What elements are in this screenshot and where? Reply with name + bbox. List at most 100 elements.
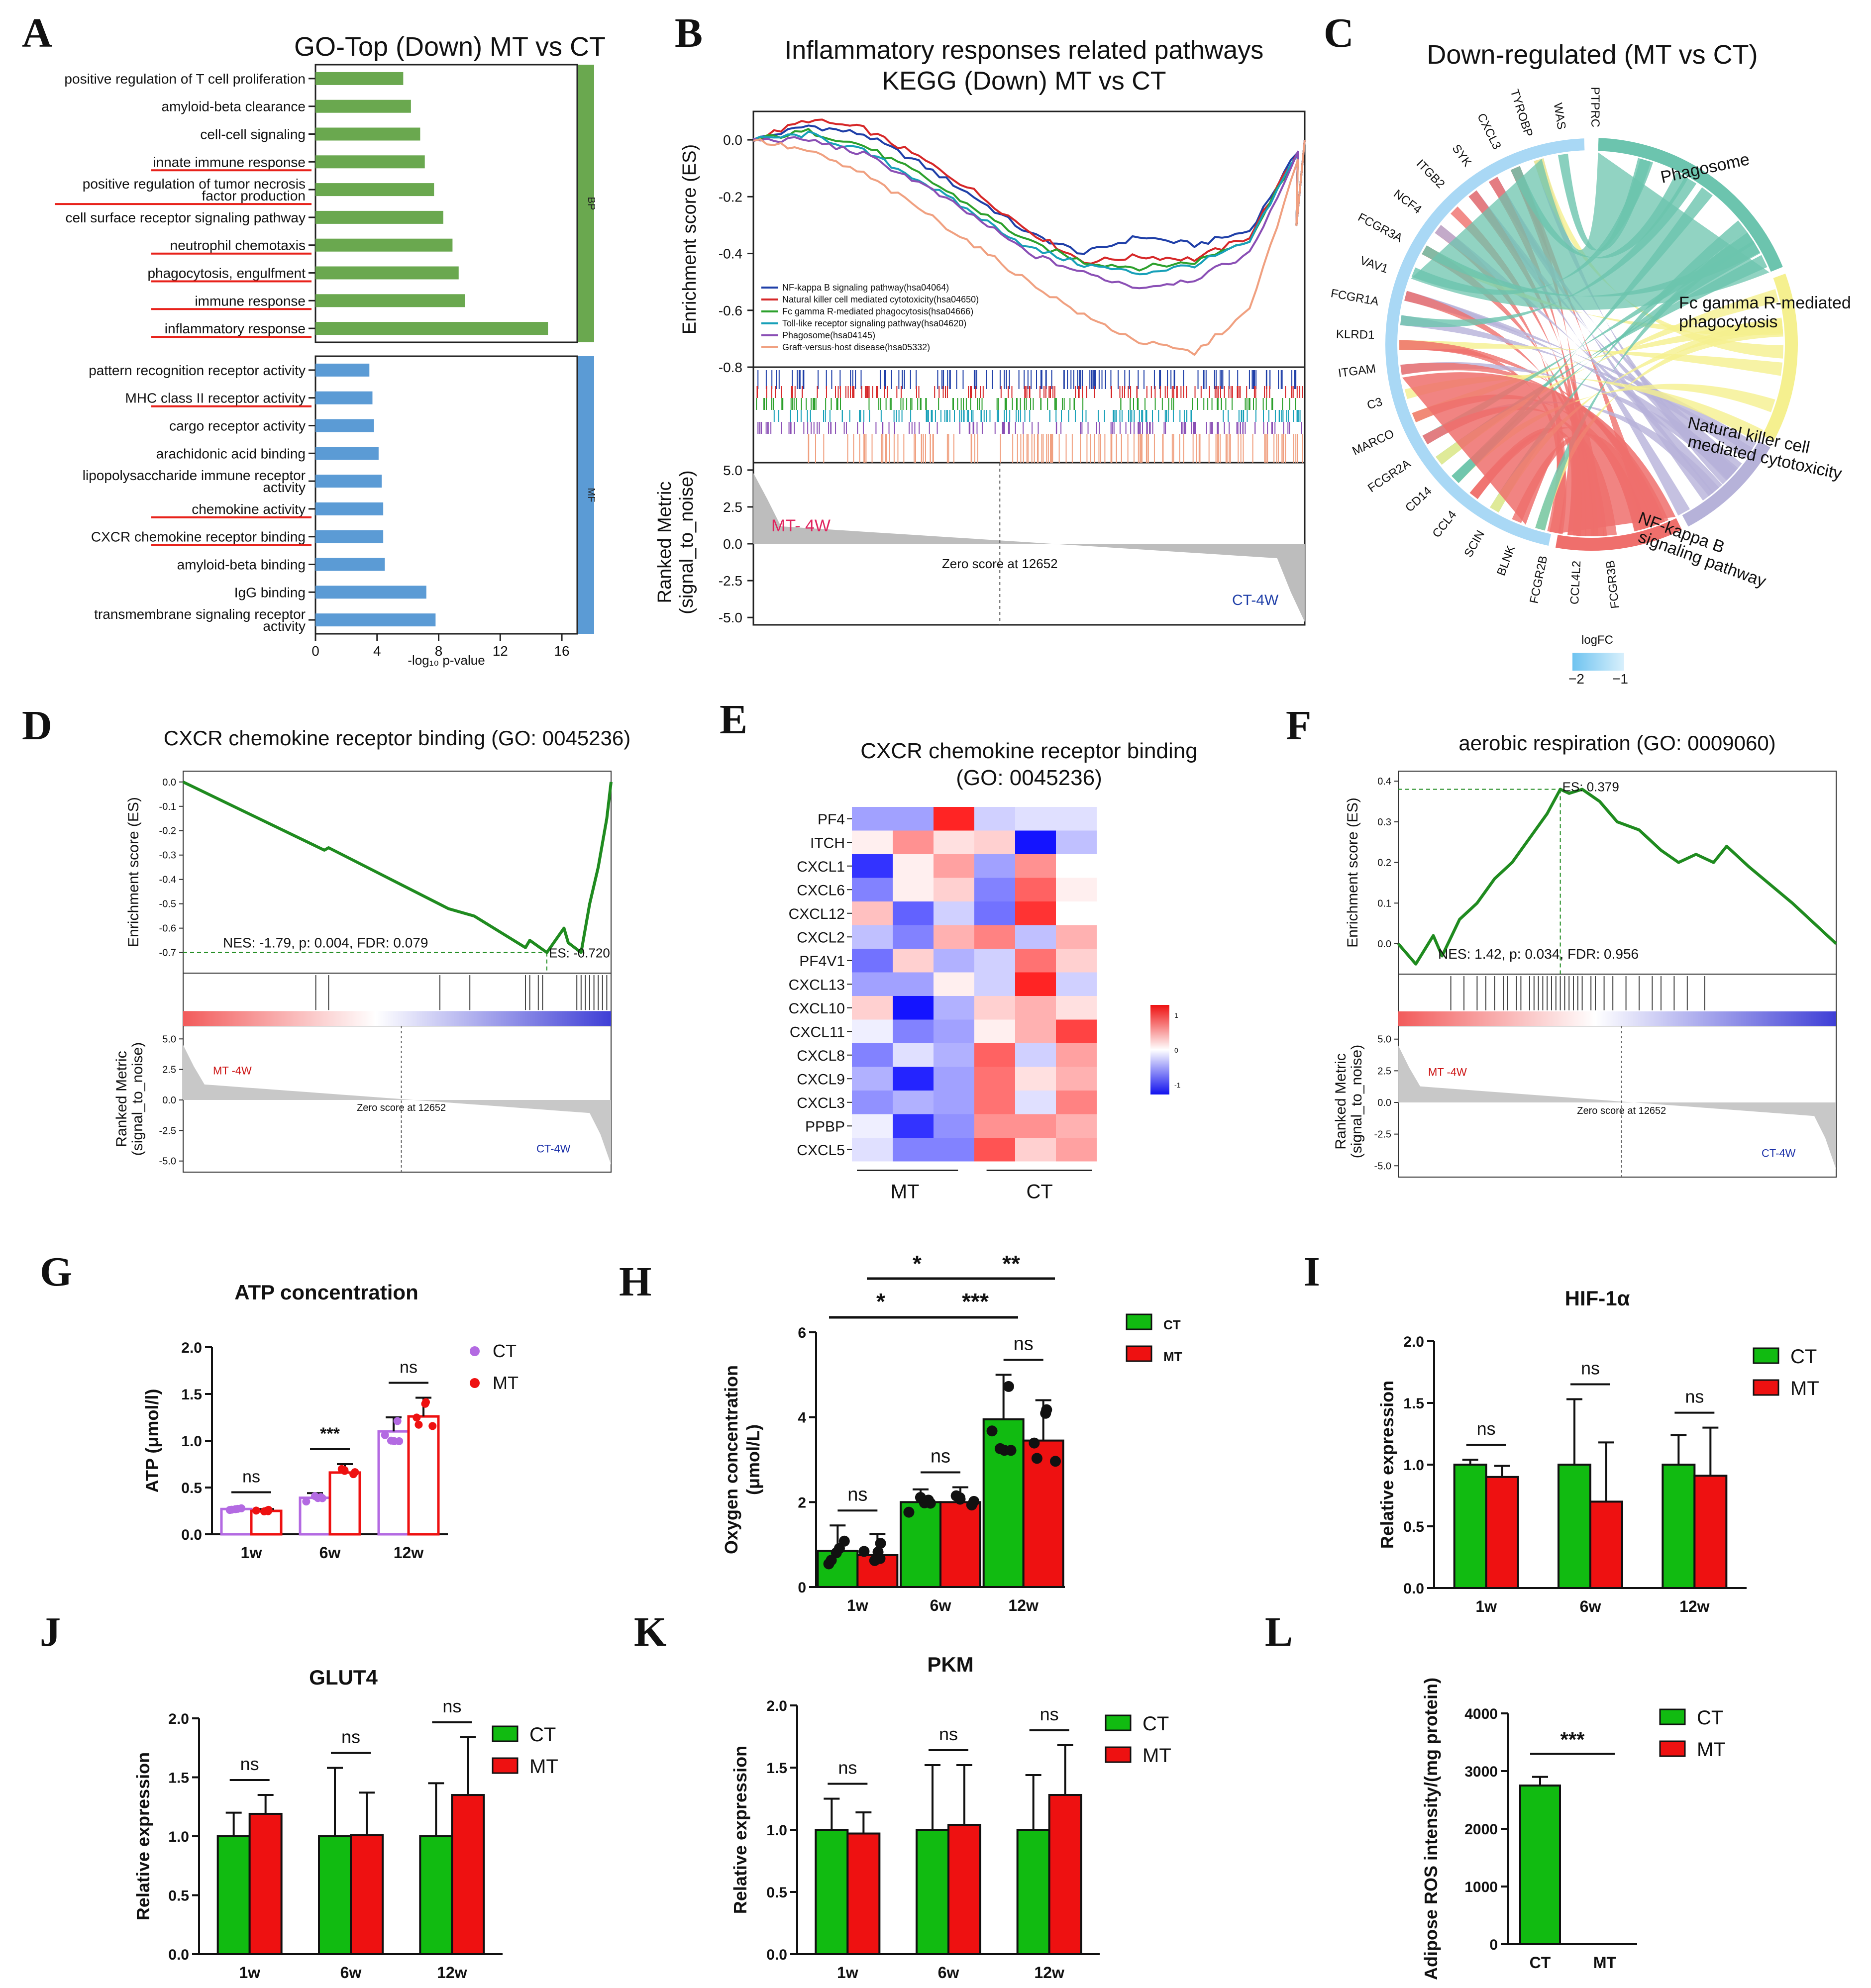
bar bbox=[1589, 1500, 1623, 1589]
heatmap-cell bbox=[1056, 807, 1097, 831]
heatmap-cell bbox=[893, 807, 934, 831]
bar bbox=[315, 558, 385, 571]
sig-label: *** bbox=[962, 1289, 989, 1314]
heatmap-cell bbox=[974, 1114, 1015, 1138]
heatmap-cell bbox=[1015, 1138, 1056, 1162]
chart-title: GO-Top (Down) MT vs CT bbox=[294, 32, 606, 62]
legend-label: Natural killer cell mediated cytotoxicit… bbox=[782, 295, 979, 304]
bar bbox=[315, 127, 420, 141]
category-label: amyloid-beta clearance bbox=[162, 99, 306, 114]
chart-title: HIF-1α bbox=[1565, 1287, 1630, 1310]
heatmap-cell bbox=[974, 807, 1015, 831]
data-point bbox=[1049, 1456, 1061, 1467]
heatmap-cell bbox=[852, 1138, 893, 1162]
data-point bbox=[428, 1422, 437, 1430]
sig-label: ns bbox=[1040, 1704, 1059, 1724]
x-tick-label: 16 bbox=[554, 643, 569, 659]
bar bbox=[939, 1501, 981, 1588]
data-point bbox=[311, 1492, 319, 1500]
bar bbox=[315, 613, 436, 627]
color-scale bbox=[1150, 1005, 1169, 1094]
category-label: innate immune response bbox=[153, 154, 306, 170]
data-point bbox=[954, 1493, 966, 1505]
sig-label: ns bbox=[1477, 1418, 1496, 1439]
x-tick-label: 1w bbox=[1475, 1597, 1497, 1615]
chord bbox=[1535, 323, 1783, 531]
category-label: amyloid-beta binding bbox=[177, 557, 306, 573]
legend-title: logFC bbox=[1581, 633, 1613, 647]
bar bbox=[377, 1430, 410, 1536]
category-label: factor production bbox=[202, 188, 306, 203]
panel-letter-f: F bbox=[1286, 702, 1312, 749]
bar bbox=[328, 1471, 361, 1536]
data-point bbox=[381, 1431, 389, 1439]
heatmap-cell bbox=[1056, 1043, 1097, 1067]
x-tick-label: 1w bbox=[837, 1964, 858, 1982]
chart-subtitle: KEGG (Down) MT vs CT bbox=[882, 67, 1166, 96]
chart-title: aerobic respiration (GO: 0009060) bbox=[1458, 731, 1775, 755]
y-tick-label: 1.0 bbox=[181, 1433, 202, 1450]
sig-label: ns bbox=[931, 1446, 950, 1467]
y-tick-label: -0.8 bbox=[719, 360, 742, 375]
x-tick-label: 0 bbox=[312, 643, 319, 659]
legend-label: Graft-versus-host disease(hsa05332) bbox=[782, 342, 930, 352]
chart-title: GLUT4 bbox=[309, 1666, 378, 1689]
y-tick-label: 5.0 bbox=[1377, 1034, 1391, 1045]
panel-letter-b: B bbox=[675, 10, 703, 56]
y-tick-label: 0.0 bbox=[1377, 1097, 1391, 1108]
y-axis-label-2: (signal_to_noise) bbox=[676, 470, 697, 614]
panel-letter-k: K bbox=[634, 1609, 667, 1655]
heatmap-cell bbox=[1015, 1091, 1056, 1114]
category-label: cell surface receptor signaling pathway bbox=[66, 210, 306, 225]
legend-label: MT bbox=[1697, 1739, 1726, 1761]
gene-label: PTPRC bbox=[1588, 87, 1602, 127]
legend-bar bbox=[1572, 653, 1624, 671]
y-tick-label: -2.5 bbox=[1374, 1129, 1391, 1140]
legend-label: CT bbox=[1790, 1346, 1817, 1368]
sig-label: *** bbox=[320, 1424, 340, 1443]
bar bbox=[1662, 1464, 1696, 1589]
y-tick-label: -0.1 bbox=[159, 801, 176, 812]
heatmap-cell bbox=[934, 854, 974, 878]
heatmap-cell bbox=[852, 878, 893, 901]
y-tick-label: 2000 bbox=[1464, 1821, 1498, 1838]
heatmap-cell bbox=[893, 1067, 934, 1091]
heatmap-cell bbox=[974, 1067, 1015, 1091]
heatmap-cell bbox=[934, 972, 974, 996]
y-tick-label: 2.0 bbox=[1403, 1334, 1424, 1350]
y-axis-label-2: Ranked Metric bbox=[113, 1051, 130, 1147]
panel-letter-a: A bbox=[22, 10, 52, 56]
heatmap-cell bbox=[893, 925, 934, 949]
heatmap-cell bbox=[934, 1043, 974, 1067]
row-label: CXCL10 bbox=[789, 1000, 845, 1017]
heatmap-cell bbox=[852, 1114, 893, 1138]
pathway-arc bbox=[1598, 138, 1783, 272]
y-tick-label: -0.2 bbox=[159, 826, 176, 837]
heatmap-cell bbox=[1056, 925, 1097, 949]
gene-label: SCIN bbox=[1461, 528, 1487, 559]
zero-label: Zero score at 12652 bbox=[942, 556, 1058, 571]
heatmap-cell bbox=[852, 996, 893, 1020]
row-label: CXCL9 bbox=[797, 1071, 845, 1088]
heatmap-cell bbox=[1015, 972, 1056, 996]
legend-swatch bbox=[1105, 1714, 1132, 1731]
plot-frame bbox=[752, 110, 1306, 626]
bar bbox=[916, 1829, 949, 1955]
scale-tick-label: 1 bbox=[1174, 1011, 1178, 1019]
gene-arc bbox=[1385, 138, 1585, 546]
pathway-arc bbox=[1682, 441, 1770, 527]
y-tick-label: -5.0 bbox=[159, 1156, 176, 1167]
panel-letter-l: L bbox=[1265, 1609, 1293, 1655]
heatmap-cell bbox=[974, 925, 1015, 949]
bar bbox=[1048, 1794, 1082, 1955]
heatmap-cell bbox=[934, 949, 974, 973]
series-line bbox=[752, 124, 1306, 255]
y-tick-label: 0.0 bbox=[181, 1527, 202, 1543]
bar bbox=[815, 1829, 849, 1955]
chart-title: Inflammatory responses related pathways bbox=[785, 36, 1263, 65]
heatmap-cell bbox=[852, 807, 893, 831]
y-axis-label: Enrichment score (ES) bbox=[1345, 797, 1361, 948]
row-label: CXCL8 bbox=[797, 1048, 845, 1064]
legend-label: MT bbox=[1790, 1378, 1819, 1399]
gradient-bar bbox=[183, 1011, 611, 1026]
